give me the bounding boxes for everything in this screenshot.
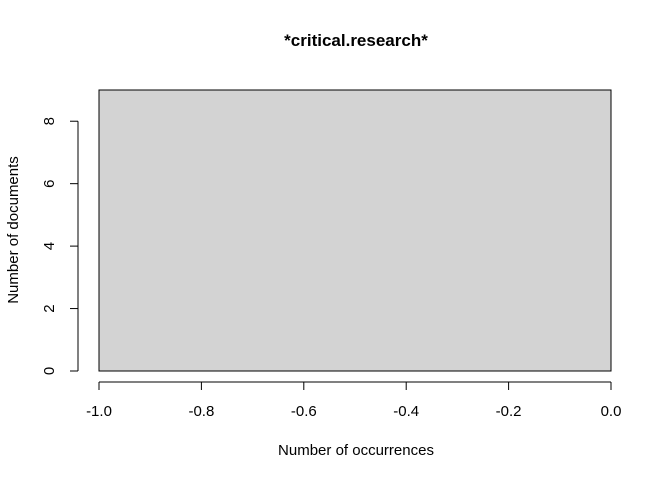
x-tick-label: -0.6 (291, 403, 317, 420)
x-tick-label: -0.4 (393, 403, 419, 420)
x-tick-label: -1.0 (86, 403, 112, 420)
x-axis: -1.0 -0.8 -0.6 -0.4 -0.2 0.0 (86, 381, 622, 420)
x-tick-label: 0.0 (601, 403, 622, 420)
x-axis-title: Number of occurrences (278, 442, 434, 459)
histogram-bar-0 (98, 89, 612, 372)
y-tick-label: 4 (41, 242, 58, 250)
y-tick-label: 0 (41, 367, 58, 375)
y-axis: 0 2 4 6 8 (41, 117, 79, 375)
y-tick-label: 2 (41, 304, 58, 312)
bars-group (98, 89, 612, 372)
chart-title: *critical.research* (284, 31, 428, 50)
x-tick-label: -0.2 (496, 403, 522, 420)
x-tick-label: -0.8 (188, 403, 214, 420)
y-axis-title: Number of documents (5, 156, 22, 304)
y-tick-label: 6 (41, 179, 58, 187)
y-tick-label: 8 (41, 117, 58, 125)
